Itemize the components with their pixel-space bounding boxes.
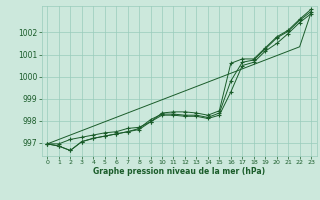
X-axis label: Graphe pression niveau de la mer (hPa): Graphe pression niveau de la mer (hPa): [93, 167, 265, 176]
